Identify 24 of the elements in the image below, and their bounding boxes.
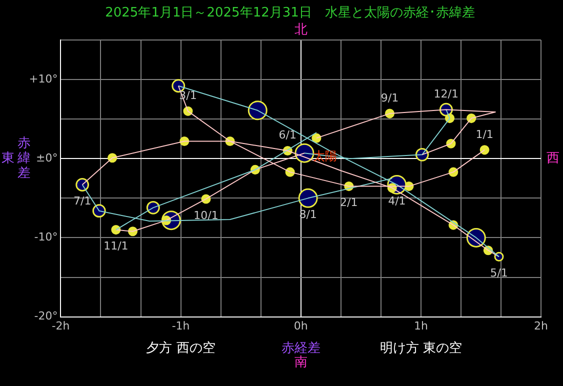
text: 南 [294,355,308,370]
annotation: 12/1 [434,87,458,100]
x-tick-label: 0h [294,319,308,332]
annotation: 7/1 [73,194,92,208]
y-tick-label: +10° [28,72,58,86]
text: 西 [546,151,560,166]
y-tick-label: ±0° [36,151,58,164]
annotation: 1/1 [476,128,494,141]
text: 夕方 西の空 [146,340,216,356]
x-axis-title: 赤経差 [281,341,320,356]
x-tick-label: 2h [534,319,548,332]
x-tick-label: -1h [172,319,190,332]
x-tick-label: 1h [414,319,428,332]
text: 明け方 東の空 [380,340,462,356]
annotation: 6/1 [278,128,296,142]
text: 東 [2,151,14,166]
chart-title: 2025年1月1日～2025年12月31日 水星と太陽の赤経･赤緯差 [105,5,475,20]
annotation: 9/1 [380,91,399,104]
annotation: 11/1 [104,240,128,253]
y-tick-label: -10° [34,230,58,244]
annotation: 4/1 [388,194,406,208]
y-axis-title: 赤緯差 [16,136,30,182]
annotation: 10/1 [194,208,218,222]
text: 北 [294,22,308,38]
